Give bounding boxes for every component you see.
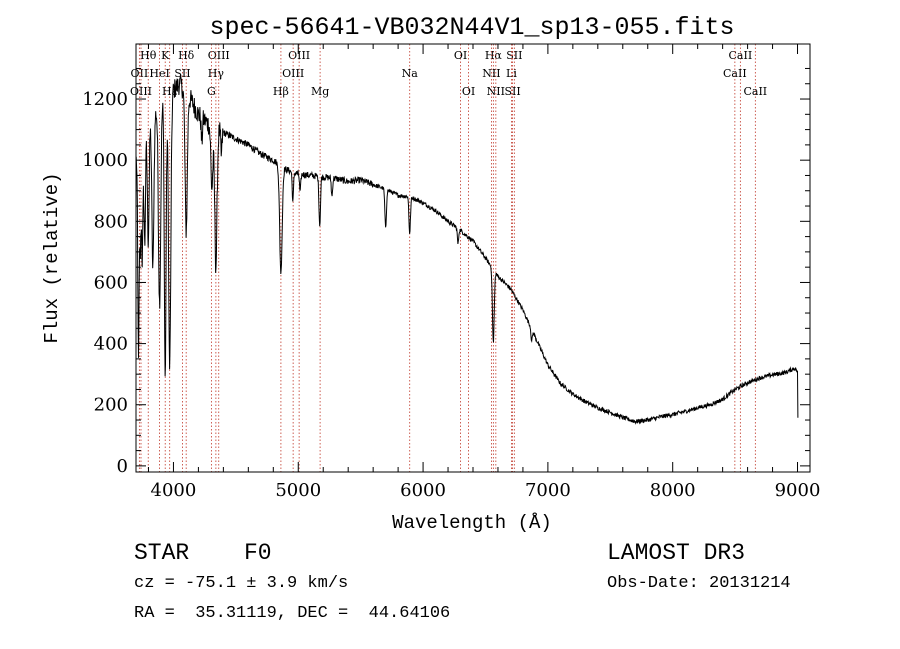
line-marker-label: CaII: [723, 67, 747, 80]
y-axis-label: Flux (relative): [41, 172, 63, 343]
axes: 4000 5000 6000 7000 8000 9000 0 200 400 600 800 100…: [82, 44, 820, 501]
y-tick-label: 1000: [82, 150, 128, 171]
line-marker-label: Li: [506, 67, 517, 80]
line-marker-label: NII: [482, 67, 500, 80]
spectrum-chart: spec-56641-VB032N44V1_sp13-055.fits Hθ K H…: [41, 13, 820, 534]
x-axis-label: Wavelength (Å): [392, 512, 552, 534]
x-tick-label: 7000: [525, 480, 571, 501]
line-marker-label: OI: [462, 85, 475, 98]
plot-frame: [135, 43, 811, 473]
line-marker-label: K: [161, 49, 170, 62]
line-marker-label: OIII: [282, 67, 304, 80]
line-marker-label: Mg: [311, 85, 329, 98]
spectrum-series: [135, 74, 799, 425]
survey-name: LAMOST DR3: [607, 540, 746, 566]
coordinates: RA = 35.31119, DEC = 44.64106: [134, 604, 451, 623]
line-marker-label: OII: [131, 67, 149, 80]
y-tick-label: 400: [94, 334, 128, 355]
spectrum-line: [135, 74, 799, 425]
line-marker-label: HeI: [149, 67, 169, 80]
line-marker-label: Hα: [485, 49, 503, 62]
redshift-text: cz = -75.1 ± 3.9 km/s: [134, 574, 349, 593]
x-tick-label: 9000: [775, 480, 821, 501]
line-marker-label: OIII: [288, 49, 310, 62]
line-marker-label: Hγ: [208, 67, 225, 80]
line-marker-label: SII: [174, 67, 190, 80]
line-marker-label: Hδ: [178, 49, 195, 62]
chart-title: spec-56641-VB032N44V1_sp13-055.fits: [209, 13, 734, 42]
line-marker-label: Na: [402, 67, 419, 80]
line-marker-label: CaII: [743, 85, 767, 98]
x-tick-label: 6000: [400, 480, 446, 501]
y-tick-label: 1200: [82, 89, 128, 110]
x-tick-label: 8000: [650, 480, 696, 501]
object-subclass: F0: [244, 540, 272, 566]
object-class: STAR: [134, 540, 190, 566]
y-tick-label: 800: [94, 211, 128, 232]
line-marker-label: SII: [506, 49, 522, 62]
line-marker-label: Hβ: [273, 85, 289, 98]
y-tick-label: 200: [94, 395, 128, 416]
x-tick-label: 4000: [151, 480, 197, 501]
x-tick-label: 5000: [275, 480, 321, 501]
line-marker-label: G: [207, 85, 216, 98]
obs-date: Obs-Date: 20131214: [607, 574, 791, 593]
line-marker-label: NII: [487, 85, 505, 98]
line-marker-label: Hθ: [140, 49, 157, 62]
y-tick-label: 600: [94, 272, 128, 293]
line-marker-label: CaII: [729, 49, 753, 62]
line-marker-label: OIII: [208, 49, 230, 62]
line-marker-label: OI: [454, 49, 467, 62]
line-marker-label: SII: [504, 85, 520, 98]
line-marker-label: OIII: [130, 85, 152, 98]
y-tick-label: 0: [117, 456, 128, 477]
